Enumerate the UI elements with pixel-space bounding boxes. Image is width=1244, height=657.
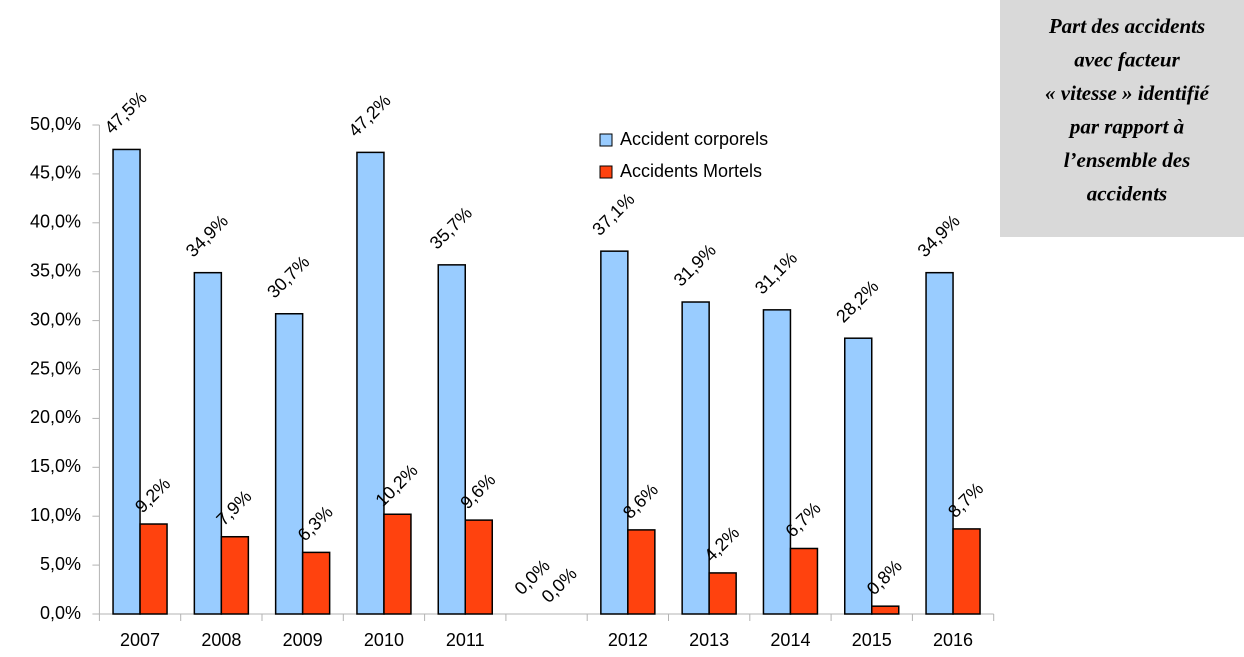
bar [464, 519, 493, 615]
annotation-line: avec facteur [1074, 47, 1180, 71]
annotation-line: accidents [1087, 181, 1167, 205]
annotation-line: « vitesse » identifié [1045, 81, 1210, 105]
bar [681, 301, 710, 615]
bar [952, 528, 981, 615]
value-label: 37,1% [588, 189, 638, 239]
x-tick-label: 2007 [120, 630, 160, 650]
x-tick-label: 2015 [852, 630, 892, 650]
value-label: 31,1% [751, 248, 801, 298]
y-tick-label: 10,0% [30, 505, 81, 525]
x-tick-label: 2009 [283, 630, 323, 650]
value-label: 47,2% [344, 90, 394, 140]
bar [139, 523, 168, 615]
value-label: 35,7% [426, 203, 476, 253]
y-tick-label: 40,0% [30, 212, 81, 232]
y-tick-label: 50,0% [30, 114, 81, 134]
annotation-line: Part des accidents [1048, 14, 1205, 38]
bar [600, 250, 629, 615]
bar [193, 271, 223, 615]
x-tick-label: 2008 [201, 630, 241, 650]
bar [356, 151, 385, 615]
bar [274, 313, 304, 615]
y-tick-label: 45,0% [30, 163, 81, 183]
x-tick-label: 2010 [364, 630, 404, 650]
value-label: 47,5% [101, 87, 151, 137]
x-tick-label: 2014 [770, 630, 810, 650]
value-label: 31,9% [670, 240, 720, 290]
bar [301, 551, 331, 615]
bar [220, 535, 250, 615]
bar [437, 264, 466, 615]
y-tick-label: 15,0% [30, 456, 81, 476]
y-tick-label: 30,0% [30, 309, 81, 329]
y-tick-label: 0,0% [40, 603, 81, 623]
bar [383, 513, 412, 615]
bar [112, 148, 141, 615]
annotation-line: par rapport à [1068, 114, 1184, 138]
value-label: 34,9% [914, 211, 964, 261]
y-tick-label: 5,0% [40, 554, 81, 574]
legend-label: Accident corporels [620, 129, 768, 149]
value-label: 34,9% [182, 211, 232, 261]
bar [627, 529, 656, 615]
legend-swatch [599, 165, 613, 179]
annotation-box [1000, 0, 1244, 237]
bar [925, 271, 954, 615]
bar [789, 547, 819, 615]
bar [762, 309, 792, 615]
bar [871, 605, 900, 615]
value-label: 30,7% [263, 252, 313, 302]
value-label: 28,2% [832, 276, 882, 326]
x-tick-label: 2011 [446, 630, 485, 650]
y-tick-label: 25,0% [30, 358, 81, 378]
legend-swatch [599, 133, 613, 147]
y-tick-label: 35,0% [30, 260, 81, 280]
x-tick-label: 2016 [933, 630, 973, 650]
y-tick-label: 20,0% [30, 407, 81, 427]
legend-label: Accidents Mortels [620, 161, 762, 181]
bar [708, 572, 737, 615]
x-tick-label: 2012 [608, 630, 648, 650]
x-tick-label: 2013 [689, 630, 729, 650]
bar [844, 337, 873, 615]
annotation-line: l’ensemble des [1064, 148, 1191, 172]
